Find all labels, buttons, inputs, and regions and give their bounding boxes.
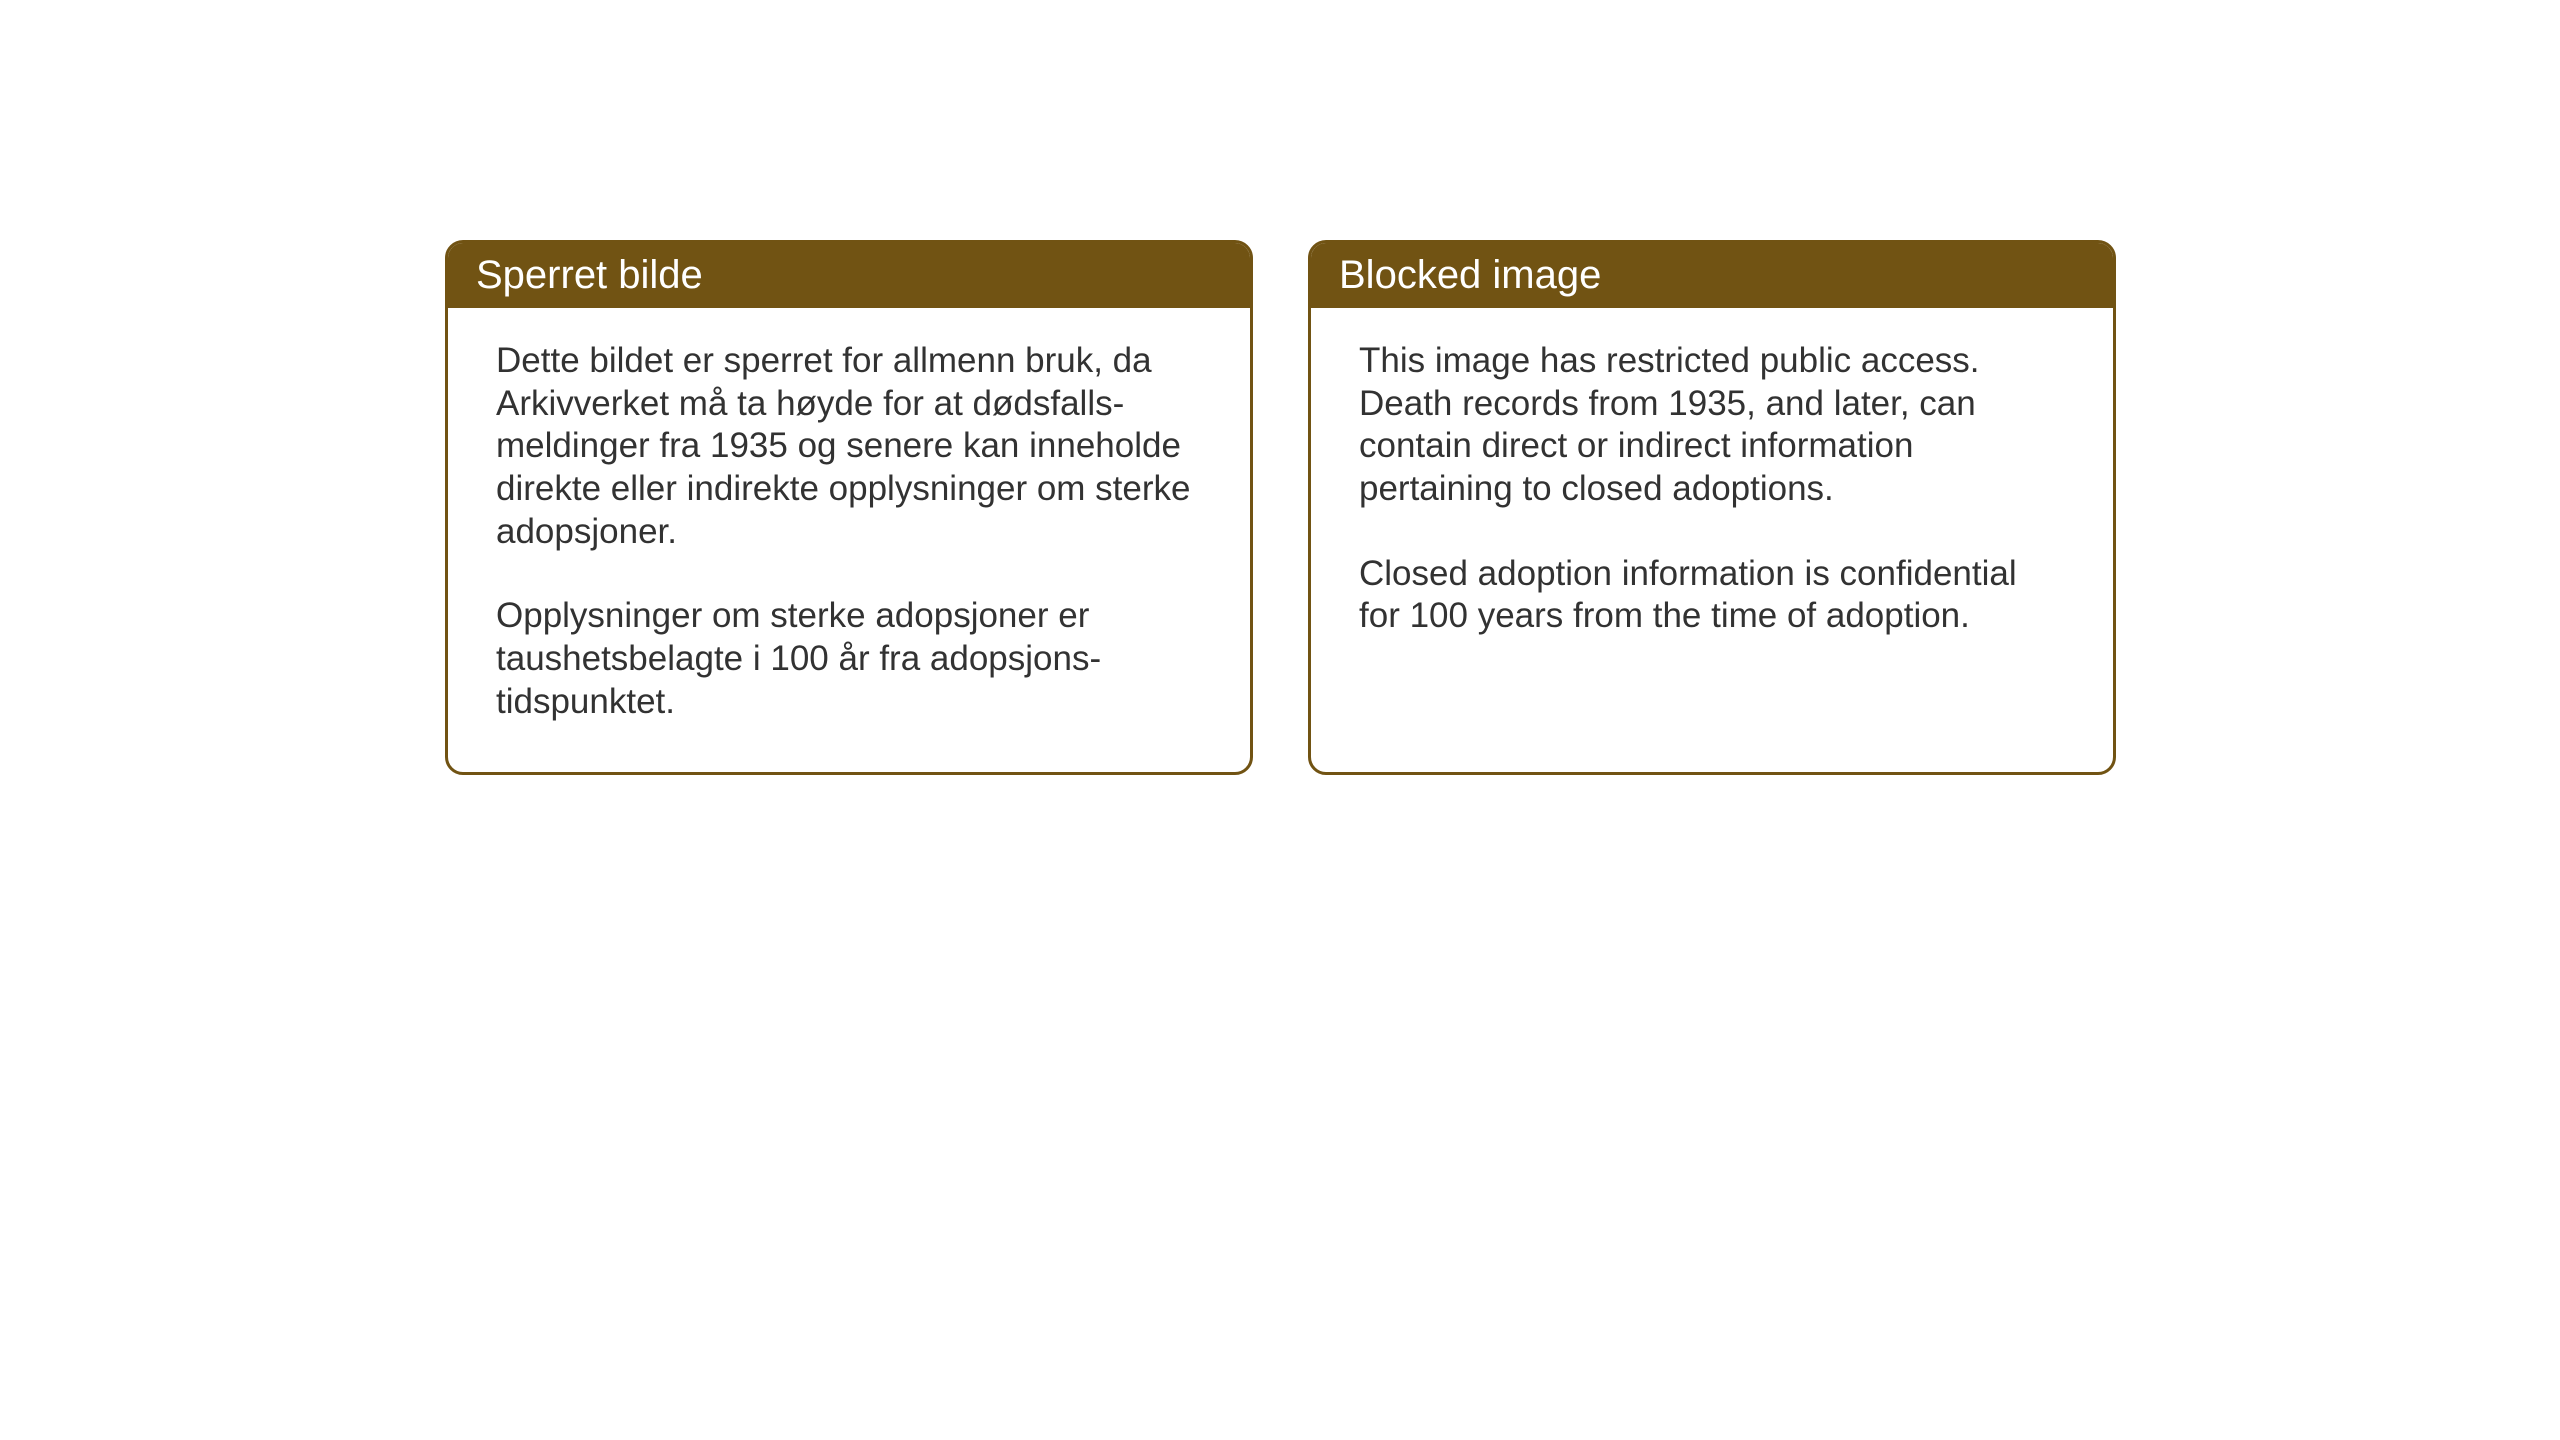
norwegian-card: Sperret bilde Dette bildet er sperret fo…: [445, 240, 1253, 775]
norwegian-card-body: Dette bildet er sperret for allmenn bruk…: [448, 308, 1250, 772]
norwegian-paragraph-1: Dette bildet er sperret for allmenn bruk…: [496, 340, 1202, 553]
norwegian-card-title: Sperret bilde: [476, 253, 703, 297]
cards-container: Sperret bilde Dette bildet er sperret fo…: [445, 240, 2116, 775]
norwegian-card-header: Sperret bilde: [448, 243, 1250, 308]
english-paragraph-1: This image has restricted public access.…: [1359, 340, 2065, 511]
english-card-header: Blocked image: [1311, 243, 2113, 308]
english-card: Blocked image This image has restricted …: [1308, 240, 2116, 775]
english-card-title: Blocked image: [1339, 253, 1601, 297]
english-card-body: This image has restricted public access.…: [1311, 308, 2113, 686]
norwegian-paragraph-2: Opplysninger om sterke adopsjoner er tau…: [496, 595, 1202, 723]
english-paragraph-2: Closed adoption information is confident…: [1359, 553, 2065, 638]
